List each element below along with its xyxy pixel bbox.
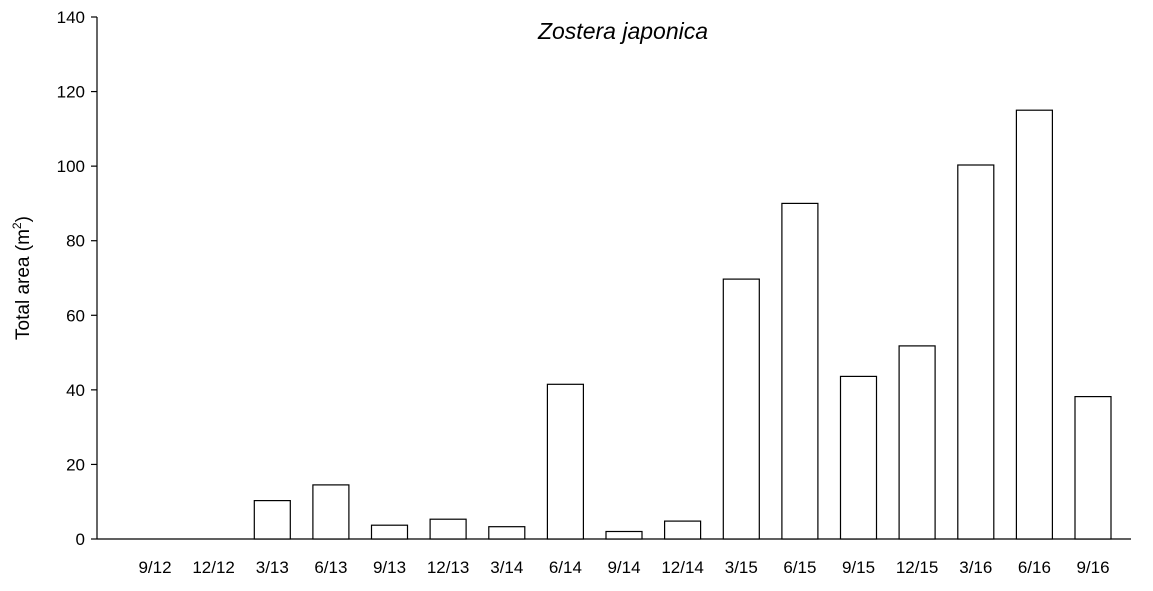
x-tick-label: 12/15 bbox=[896, 558, 939, 577]
x-ticks-layer: 9/12 12/12 3/13 6/13 9/13 12/13 3/14 6/14 9/14 12… bbox=[138, 558, 1109, 577]
y-axis-label-suffix: ) bbox=[13, 216, 34, 222]
y-tick-label: 20 bbox=[66, 455, 85, 474]
x-tick-label: 3/14 bbox=[490, 558, 523, 577]
bar-12-13 bbox=[429, 518, 467, 540]
x-tick-label: 12/13 bbox=[427, 558, 470, 577]
y-ticks-layer: 0 20 40 60 80 100 120 140 bbox=[57, 8, 97, 549]
y-tick-label: 80 bbox=[66, 232, 85, 251]
x-tick-label: 3/16 bbox=[959, 558, 992, 577]
y-axis-label-main: Total area (m bbox=[13, 229, 34, 340]
bar-3-16 bbox=[957, 164, 995, 540]
bar-6-14 bbox=[546, 383, 585, 540]
y-tick-label: 120 bbox=[57, 83, 85, 102]
chart-title: Zostera japonica bbox=[537, 18, 708, 44]
x-tick-label: 9/12 bbox=[138, 558, 171, 577]
bar-12-15 bbox=[898, 345, 936, 540]
bars-layer bbox=[253, 109, 1112, 540]
bar-6-16 bbox=[1015, 109, 1054, 540]
x-tick-label: 9/14 bbox=[607, 558, 640, 577]
bar-6-15 bbox=[781, 202, 819, 540]
x-tick-label: 6/14 bbox=[549, 558, 582, 577]
bar-6-13 bbox=[312, 484, 350, 540]
x-tick-label: 9/15 bbox=[842, 558, 875, 577]
bar-3-13 bbox=[253, 500, 291, 540]
y-tick-label: 100 bbox=[57, 157, 85, 176]
x-tick-label: 3/15 bbox=[725, 558, 758, 577]
y-tick-label: 140 bbox=[57, 8, 85, 27]
x-tick-label: 9/16 bbox=[1076, 558, 1109, 577]
y-tick-label: 40 bbox=[66, 381, 85, 400]
x-tick-label: 6/16 bbox=[1018, 558, 1051, 577]
x-tick-label: 12/14 bbox=[661, 558, 704, 577]
x-tick-label: 9/13 bbox=[373, 558, 406, 577]
y-axis-label: Total area (m2) bbox=[10, 216, 34, 340]
y-tick-label: 60 bbox=[66, 306, 85, 325]
x-tick-label: 6/13 bbox=[314, 558, 347, 577]
x-tick-label: 3/13 bbox=[256, 558, 289, 577]
bar-9-14 bbox=[605, 530, 643, 540]
bar-12-14 bbox=[663, 520, 702, 540]
x-tick-label: 6/15 bbox=[783, 558, 816, 577]
bar-9-15 bbox=[839, 375, 878, 540]
bar-3-14 bbox=[488, 526, 526, 540]
y-tick-label: 0 bbox=[76, 530, 85, 549]
bar-9-13 bbox=[370, 524, 409, 540]
y-axis-label-superscript: 2 bbox=[10, 222, 24, 229]
bar-3-15 bbox=[722, 278, 760, 540]
bar-9-16 bbox=[1074, 396, 1112, 540]
x-tick-label: 12/12 bbox=[192, 558, 235, 577]
